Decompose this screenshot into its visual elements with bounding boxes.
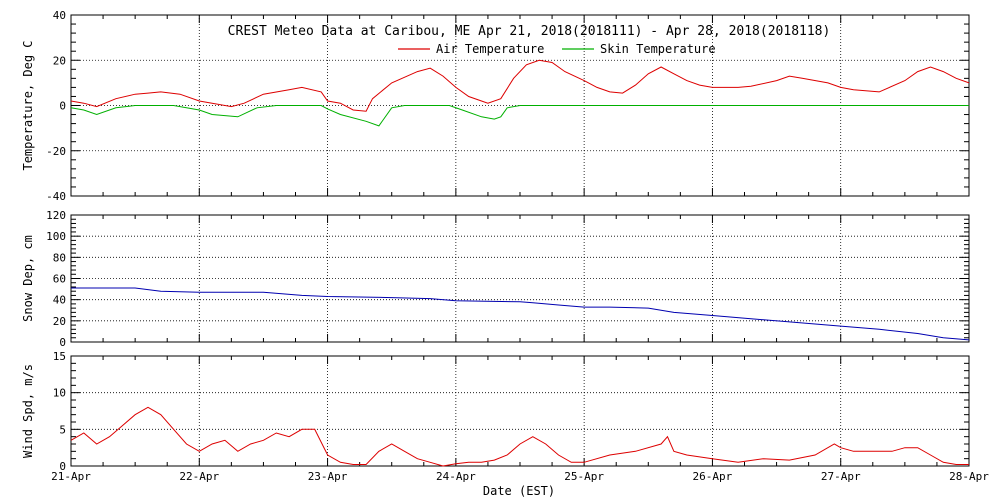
y-tick-label: -20 [46, 145, 66, 158]
y-tick-label: 60 [53, 273, 66, 286]
chart-title: CREST Meteo Data at Caribou, ME Apr 21, … [228, 24, 831, 39]
legend-label-1: Air Temperature [436, 42, 544, 56]
panel-1: -40 -20 0 20 40 Temperature, Deg C Air Tempera… [21, 9, 970, 203]
x-tick-label: 26-Apr [693, 470, 733, 483]
y-tick-label: 40 [53, 9, 66, 22]
x-axis-title: Date (EST) [483, 484, 555, 498]
legend-label-2: Skin Temperature [600, 42, 716, 56]
y-tick-label: 10 [53, 387, 66, 400]
series-line-1 [71, 287, 970, 341]
panels: -40 -20 0 20 40 Temperature, Deg C Air Tempera… [21, 9, 989, 483]
x-tick-label: 24-Apr [436, 470, 476, 483]
x-tick-label: 27-Apr [821, 470, 861, 483]
y-tick-label: 100 [46, 230, 66, 243]
y-tick-label: 0 [59, 100, 66, 113]
series-line-2 [70, 105, 969, 127]
y-tick-label: -40 [46, 190, 66, 203]
y-tick-label: 0 [59, 460, 66, 473]
series-line-1 [70, 59, 970, 112]
y-tick-label: 0 [59, 336, 66, 349]
panel-3: 0 5 10 15 Wind Spd, m/s 21-Apr 22-Apr 23-Apr 24-… [21, 350, 989, 483]
x-tick-label: 25-Apr [564, 470, 604, 483]
y-tick-label: 15 [53, 350, 66, 363]
panel-2: 0 20 40 60 80 100 120 Snow Dep, cm [21, 209, 970, 349]
y-axis-title: Snow Dep, cm [21, 235, 35, 322]
y-tick-label: 80 [53, 251, 66, 264]
y-axis-title: Temperature, Deg C [21, 40, 35, 170]
y-tick-label: 120 [46, 209, 66, 222]
y-tick-label: 20 [53, 315, 66, 328]
x-tick-label: 21-Apr [51, 470, 91, 483]
y-tick-label: 20 [53, 54, 66, 67]
y-tick-label: 40 [53, 294, 66, 307]
x-tick-label: 23-Apr [308, 470, 348, 483]
y-axis-title: Wind Spd, m/s [21, 364, 35, 458]
legend: Air Temperature Skin Temperature [398, 42, 716, 56]
x-tick-label: 22-Apr [179, 470, 219, 483]
plot-frame [70, 355, 970, 467]
series-line-1 [70, 406, 969, 467]
plot-frame [70, 214, 970, 343]
x-tick-label: 28-Apr [949, 470, 989, 483]
y-tick-label: 5 [59, 423, 66, 436]
